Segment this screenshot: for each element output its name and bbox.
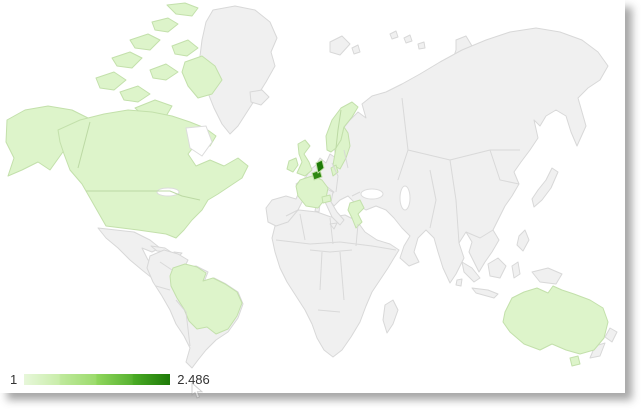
legend-min-label: 1 xyxy=(10,372,18,387)
country-switzerland[interactable] xyxy=(321,194,332,204)
mouse-cursor-icon xyxy=(191,383,203,399)
country-netherlands[interactable] xyxy=(315,159,325,174)
europe-border-lines xyxy=(285,149,361,217)
map-legend: 1 2.486 xyxy=(10,373,210,386)
country-canada-usa[interactable] xyxy=(57,109,249,239)
country-new-zealand[interactable] xyxy=(589,327,618,359)
country-norway[interactable] xyxy=(325,101,359,153)
country-united-kingdom[interactable] xyxy=(296,139,313,177)
world-map xyxy=(5,2,618,369)
region-svalbard[interactable] xyxy=(329,30,426,56)
norway-sweden-border-line xyxy=(335,109,342,149)
country-greece[interactable] xyxy=(347,199,365,229)
map-panel: 1 2.486 xyxy=(5,2,618,399)
black-sea xyxy=(360,188,384,200)
legend-max-label: 2.486 xyxy=(177,372,210,387)
legend-gradient-bar xyxy=(24,374,171,385)
hudson-bay xyxy=(185,125,213,157)
africa-border-lines xyxy=(275,213,397,313)
country-ireland[interactable] xyxy=(286,157,299,173)
country-philippines[interactable] xyxy=(516,229,530,252)
country-iceland[interactable] xyxy=(249,89,270,106)
caspian-sea xyxy=(399,185,411,211)
region-canadian-arctic[interactable] xyxy=(95,2,223,119)
country-australia[interactable] xyxy=(502,285,609,367)
region-africa[interactable] xyxy=(271,209,400,358)
asia-border-lines xyxy=(397,97,520,244)
us-canada-border-line xyxy=(77,121,201,201)
great-lakes xyxy=(156,187,180,197)
region-indonesia[interactable] xyxy=(461,257,563,299)
country-japan[interactable] xyxy=(531,167,559,208)
country-sri-lanka[interactable] xyxy=(455,278,463,287)
country-brazil[interactable] xyxy=(169,263,243,335)
country-madagascar[interactable] xyxy=(382,299,399,334)
south-america-border-lines xyxy=(155,261,191,347)
